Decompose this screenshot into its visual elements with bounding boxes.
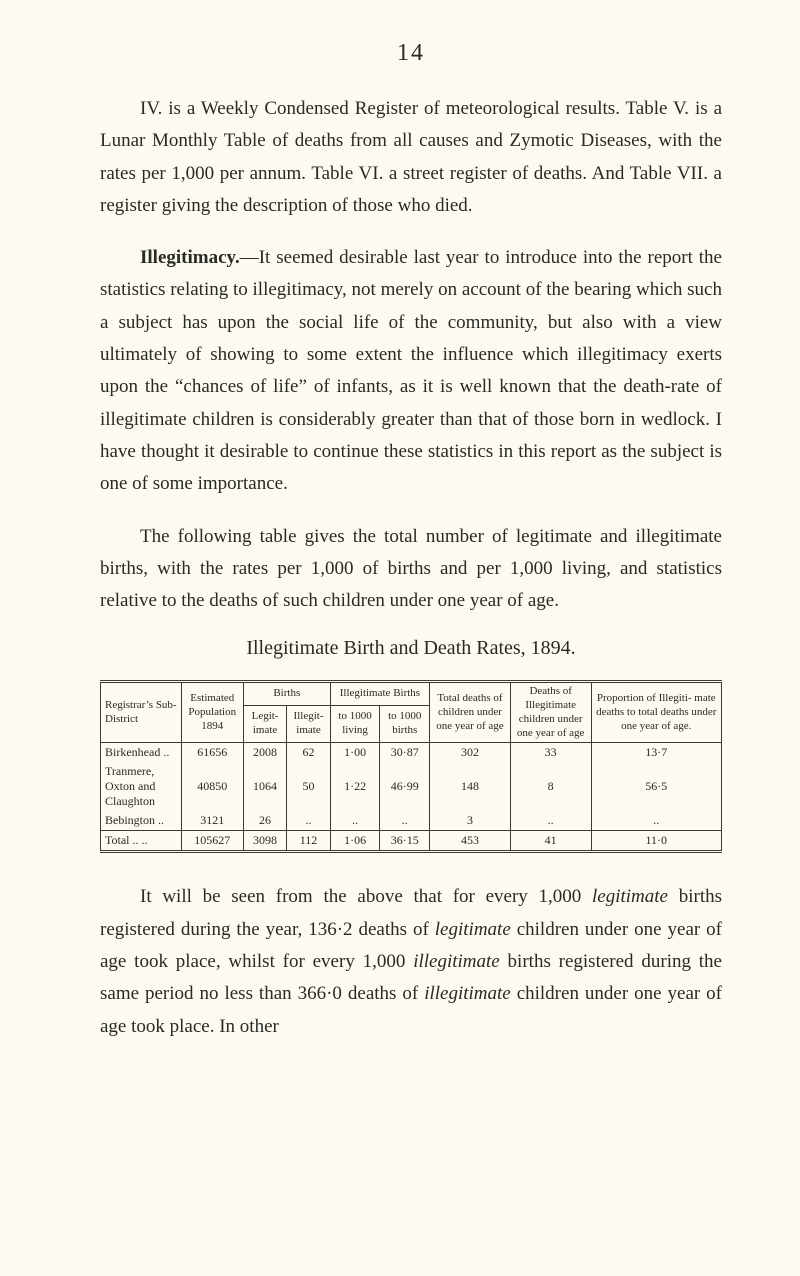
paragraph-4: It will be seen from the above that for … — [100, 881, 722, 1042]
cell: 13·7 — [591, 743, 721, 763]
cell: .. — [510, 811, 591, 831]
p2-text: —It seemed desirable last year to introd… — [100, 247, 722, 494]
cell: 3 — [430, 811, 511, 831]
cell-district: Birkenhead .. — [101, 743, 182, 763]
cell: 1·06 — [330, 831, 380, 852]
cell: 41 — [510, 831, 591, 852]
cell: 1064 — [243, 762, 286, 811]
th-to1000living: to 1000 living — [330, 705, 380, 743]
page-number: 14 — [100, 40, 722, 67]
p4a: It will be seen from the above that for … — [140, 886, 592, 907]
cell: 33 — [510, 743, 591, 763]
p4h: illegitimate — [424, 983, 511, 1004]
cell-district: Bebington .. — [101, 811, 182, 831]
table-row: Bebington .. 3121 26 .. .. .. 3 .. .. — [101, 811, 722, 831]
cell: 11·0 — [591, 831, 721, 852]
cell: 105627 — [181, 831, 243, 852]
paragraph-1: IV. is a Weekly Condensed Register of me… — [100, 93, 722, 222]
cell: .. — [380, 811, 430, 831]
th-illegbirths-group: Illegitimate Births — [330, 682, 429, 705]
p1-text: IV. is a Weekly Condensed Register of me… — [100, 98, 722, 216]
th-deaths-illegit: Deaths of Illegitimate children under on… — [510, 682, 591, 743]
th-to1000births: to 1000 births — [380, 705, 430, 743]
cell: 3098 — [243, 831, 286, 852]
cell: .. — [591, 811, 721, 831]
table-wrapper: Registrar’s Sub-District Estimated Popul… — [100, 680, 722, 853]
cell: 62 — [287, 743, 330, 763]
cell: 453 — [430, 831, 511, 852]
cell: 26 — [243, 811, 286, 831]
cell: .. — [330, 811, 380, 831]
p4f: illegitimate — [413, 951, 500, 972]
p3-text: The following table gives the total numb… — [100, 526, 722, 612]
cell-district: Total .. .. — [101, 831, 182, 852]
cell: 2008 — [243, 743, 286, 763]
cell: 30·87 — [380, 743, 430, 763]
p4-container: It will be seen from the above that for … — [100, 886, 722, 1036]
th-illegit: Illegit- imate — [287, 705, 330, 743]
page-container: 14 IV. is a Weekly Condensed Register of… — [0, 0, 800, 1103]
cell: 40850 — [181, 762, 243, 811]
cell: 1·00 — [330, 743, 380, 763]
cell: 8 — [510, 762, 591, 811]
cell: 61656 — [181, 743, 243, 763]
paragraph-3: The following table gives the total numb… — [100, 521, 722, 618]
cell: 50 — [287, 762, 330, 811]
table-body: Birkenhead .. 61656 2008 62 1·00 30·87 3… — [101, 743, 722, 852]
cell: 56·5 — [591, 762, 721, 811]
th-legit: Legit- imate — [243, 705, 286, 743]
p4d: legitimate — [435, 919, 511, 940]
th-births-group: Births — [243, 682, 330, 705]
p4b: legitimate — [592, 886, 668, 907]
cell: 302 — [430, 743, 511, 763]
table-total-row: Total .. .. 105627 3098 112 1·06 36·15 4… — [101, 831, 722, 852]
th-total-deaths: Total deaths of children under one year … — [430, 682, 511, 743]
p2-lead: Illegitimacy. — [140, 247, 240, 268]
p2-container: Illegitimacy.—It seemed desirable last y… — [100, 247, 722, 494]
cell: 36·15 — [380, 831, 430, 852]
cell: .. — [287, 811, 330, 831]
table-row: Birkenhead .. 61656 2008 62 1·00 30·87 3… — [101, 743, 722, 763]
th-population: Estimated Population 1894 — [181, 682, 243, 743]
rates-table: Registrar’s Sub-District Estimated Popul… — [100, 680, 722, 853]
cell: 1·22 — [330, 762, 380, 811]
table-row: Tranmere, Oxton and Claughton 40850 1064… — [101, 762, 722, 811]
cell: 148 — [430, 762, 511, 811]
table-title: Illegitimate Birth and Death Rates, 1894… — [100, 637, 722, 660]
th-proportion: Proportion of Illegiti- mate deaths to t… — [591, 682, 721, 743]
cell: 3121 — [181, 811, 243, 831]
cell-district: Tranmere, Oxton and Claughton — [101, 762, 182, 811]
cell: 112 — [287, 831, 330, 852]
th-registrar: Registrar’s Sub-District — [101, 682, 182, 743]
paragraph-2: Illegitimacy.—It seemed desirable last y… — [100, 242, 722, 500]
cell: 46·99 — [380, 762, 430, 811]
